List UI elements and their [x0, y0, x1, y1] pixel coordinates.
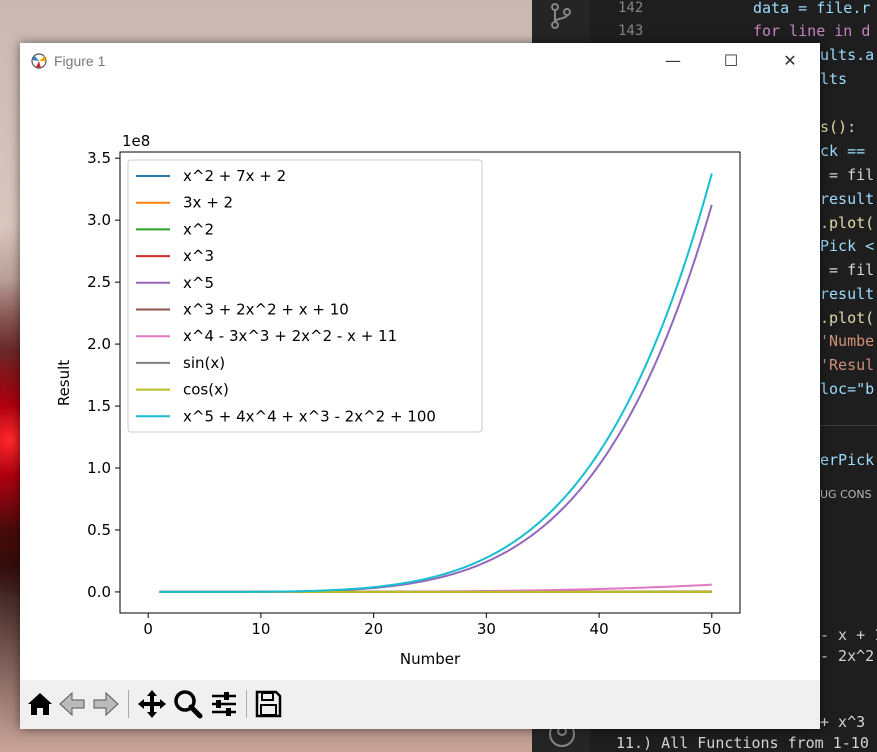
- code-line: ults.a: [820, 46, 875, 64]
- code-line: .plot(: [820, 214, 875, 232]
- code-line: 'Numbe: [820, 332, 875, 350]
- forward-icon[interactable]: [90, 688, 122, 720]
- back-icon[interactable]: [56, 688, 88, 720]
- x-tick-label: 40: [590, 620, 609, 638]
- code-line: ck ==: [820, 142, 866, 160]
- x-axis-label: Number: [400, 650, 461, 668]
- code-line: s():: [820, 118, 857, 136]
- panel-divider: [812, 425, 877, 426]
- code-line: lts: [820, 70, 848, 88]
- window-titlebar[interactable]: Figure 1 — ☐ ✕: [20, 43, 820, 79]
- configure-subplots-icon[interactable]: [208, 688, 240, 720]
- legend-label: x^4 - 3x^3 + 2x^2 - x + 11: [183, 327, 397, 345]
- y-tick-label: 3.5: [87, 149, 111, 167]
- legend-label: x^2 + 7x + 2: [183, 167, 286, 185]
- y-tick-label: 3.0: [87, 211, 111, 229]
- legend-label: x^2: [183, 220, 214, 238]
- y-tick-label: 1.0: [87, 459, 111, 477]
- axes-frame: [119, 151, 741, 614]
- code-line: = fil: [820, 261, 875, 279]
- legend: x^2 + 7x + 2 3x + 2 x^2 x^3 x^5 x^3 + 2x^2 + …: [127, 159, 483, 433]
- x-tick-label: 20: [364, 620, 383, 638]
- legend-label: x^5 + 4x^4 + x^3 - 2x^2 + 100: [183, 407, 436, 425]
- legend-label: x^5: [183, 274, 214, 292]
- y-tick-label: 0.0: [87, 583, 111, 601]
- terminal-line: + x^3: [820, 713, 866, 731]
- debug-console-tab[interactable]: UG CONS: [820, 488, 872, 501]
- legend-label: x^3 + 2x^2 + x + 10: [183, 301, 349, 319]
- x-tick-label: 30: [477, 620, 496, 638]
- y-tick-label: 1.5: [87, 397, 111, 415]
- series-line-10: [159, 173, 713, 593]
- code-line: erPick: [820, 451, 875, 469]
- toolbar-separator: [246, 690, 247, 718]
- code-line: = fil: [820, 166, 875, 184]
- x-tick-label: 10: [251, 620, 270, 638]
- matplotlib-app-icon: [31, 53, 47, 69]
- code-line: 'Resul: [820, 356, 875, 374]
- code-line: .plot(: [820, 309, 875, 327]
- code-line: Pick <: [820, 237, 875, 255]
- minimize-button[interactable]: —: [665, 51, 681, 70]
- legend-label: 3x + 2: [183, 194, 233, 212]
- code-line: data = file.r: [753, 0, 871, 17]
- figure-window: Figure 1 — ☐ ✕ 0 10 20 30 40 50 0.0 0.5 1.0 1.5 2…: [20, 43, 820, 729]
- code-line: for line in d: [753, 22, 871, 40]
- zoom-icon[interactable]: [172, 688, 204, 720]
- legend-label: sin(x): [183, 354, 225, 372]
- home-icon[interactable]: [24, 688, 56, 720]
- y-axis: 0.0 0.5 1.0 1.5 2.0 2.5 3.0 3.5: [87, 149, 120, 601]
- y-tick-label: 2.5: [87, 273, 111, 291]
- terminal-line: - 2x^2: [820, 647, 875, 665]
- x-tick-label: 0: [143, 620, 153, 638]
- terminal-line: - x + 1: [820, 626, 877, 644]
- terminal-line: 11.) All Functions from 1-10: [616, 734, 869, 752]
- y-tick-label: 2.0: [87, 335, 111, 353]
- close-button[interactable]: ✕: [783, 51, 797, 70]
- code-line: result: [820, 190, 875, 208]
- plot-canvas[interactable]: 0 10 20 30 40 50 0.0 0.5 1.0 1.5 2.0 2.5 3.0 3.5 1e8…: [20, 79, 820, 679]
- maximize-button[interactable]: ☐: [723, 51, 739, 70]
- x-axis: 0 10 20 30 40 50: [143, 613, 721, 638]
- toolbar-separator: [128, 690, 129, 718]
- legend-box: [127, 159, 483, 433]
- legend-label: x^3: [183, 247, 214, 265]
- code-line: result: [820, 285, 875, 303]
- line-number: 143: [618, 23, 644, 39]
- y-offset-text: 1e8: [122, 132, 150, 150]
- navigation-toolbar: [20, 680, 820, 729]
- line-number: 142: [618, 0, 644, 16]
- window-title: Figure 1: [54, 53, 106, 69]
- save-icon[interactable]: [252, 688, 284, 720]
- y-axis-label: Result: [55, 360, 73, 406]
- x-tick-label: 50: [702, 620, 721, 638]
- source-control-icon[interactable]: [548, 2, 574, 30]
- y-tick-label: 0.5: [87, 521, 111, 539]
- legend-label: cos(x): [183, 381, 229, 399]
- series-lines: [159, 173, 713, 593]
- line-chart: 0 10 20 30 40 50 0.0 0.5 1.0 1.5 2.0 2.5 3.0 3.5 1e8…: [55, 132, 741, 668]
- code-line: loc="b: [820, 380, 875, 398]
- pan-icon[interactable]: [136, 688, 168, 720]
